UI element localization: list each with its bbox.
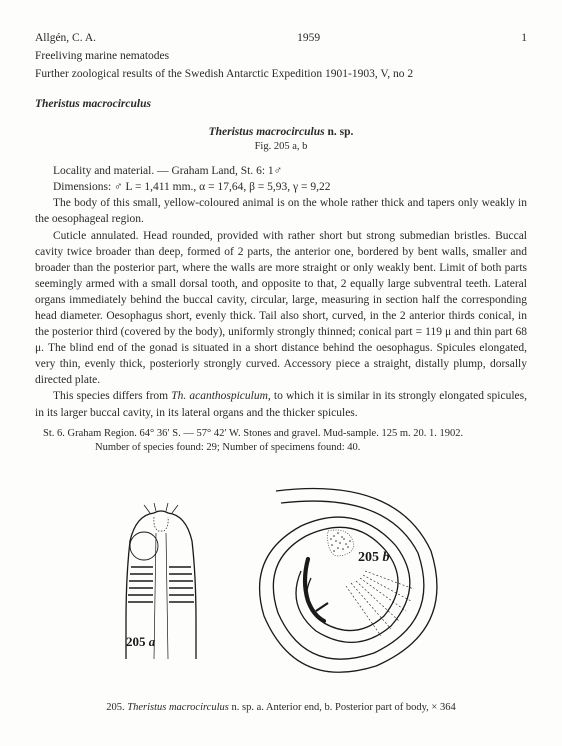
dimensions-line: Dimensions: ♂ L = 1,411 mm., α = 17,64, … — [35, 179, 527, 195]
figure-label-b: 205 b — [358, 550, 390, 565]
station-line-1: St. 6. Graham Region. 64° 36′ S. — 57° 4… — [35, 427, 527, 442]
section-title: Theristus macrocirculus — [35, 96, 527, 112]
caption-species: Theristus macrocirculus — [127, 702, 229, 713]
page-number: 1 — [521, 30, 527, 46]
header-year: 1959 — [96, 30, 521, 46]
caption-rest: n. sp. a. Anterior end, b. Posterior par… — [229, 702, 456, 713]
species-suffix: n. sp. — [325, 126, 354, 138]
station-line-2: Number of species found: 29; Number of s… — [35, 441, 527, 456]
p3-italic: Th. acanthospiculum, — [171, 390, 271, 402]
figure-caption: 205. Theristus macrocirculus n. sp. a. A… — [35, 701, 527, 716]
locality-line: Locality and material. — Graham Land, St… — [35, 163, 527, 179]
header-author: Allgén, C. A. — [35, 30, 96, 46]
figure-reference: Fig. 205 a, b — [35, 140, 527, 155]
species-name: Theristus macrocirculus — [209, 126, 325, 138]
figure-205b: 205 b — [246, 481, 456, 681]
source-line-1: Freeliving marine nematodes — [35, 48, 527, 64]
paragraph-3: This species differs from Th. acanthospi… — [35, 388, 527, 420]
figure-label-a: 205 a — [126, 634, 156, 649]
caption-num: 205. — [106, 702, 127, 713]
p3-pre: This species differs from — [53, 390, 171, 402]
figures-area: 205 a 205 b — [35, 481, 527, 681]
species-heading: Theristus macrocirculus n. sp. — [35, 124, 527, 140]
source-line-2: Further zoological results of the Swedis… — [35, 66, 527, 82]
paragraph-1: The body of this small, yellow-coloured … — [35, 195, 527, 227]
figure-205a: 205 a — [106, 501, 216, 661]
paragraph-2: Cuticle annulated. Head rounded, provide… — [35, 228, 527, 389]
